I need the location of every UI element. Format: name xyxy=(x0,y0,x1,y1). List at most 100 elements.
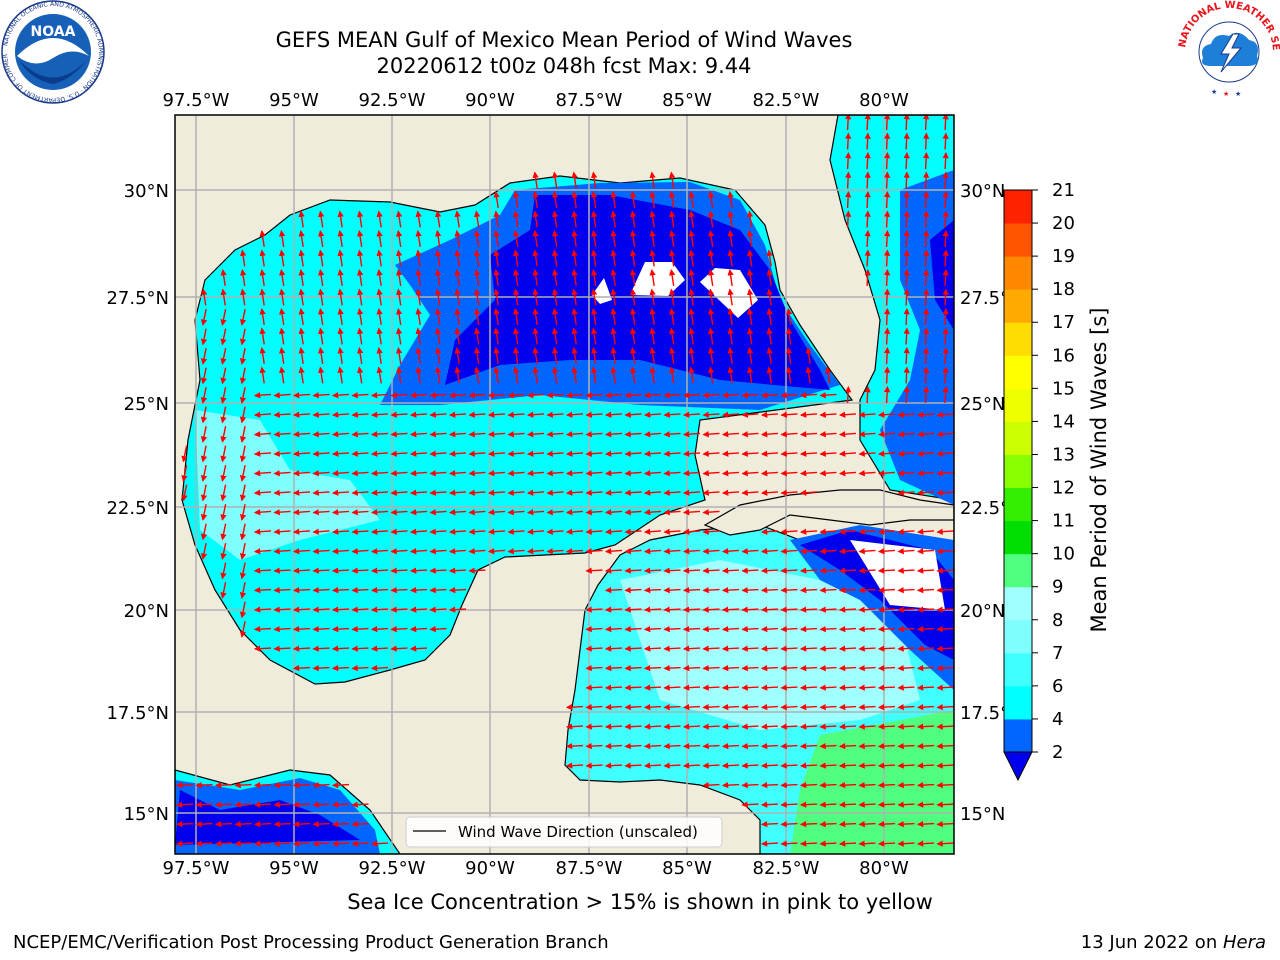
wind-wave-arrow xyxy=(370,606,389,613)
wind-wave-arrow xyxy=(292,645,311,652)
wind-wave-arrow xyxy=(897,840,915,847)
wind-wave-arrow xyxy=(780,801,798,808)
wind-wave-arrow xyxy=(585,548,603,555)
wind-wave-arrow xyxy=(649,288,656,306)
wind-wave-arrow xyxy=(649,366,656,384)
wind-wave-arrow xyxy=(298,210,305,228)
wind-wave-arrow xyxy=(273,801,291,808)
wind-wave-arrow xyxy=(298,230,305,248)
wind-wave-arrow xyxy=(883,115,891,131)
wind-wave-arrow xyxy=(590,327,598,345)
wind-wave-arrow xyxy=(292,606,311,613)
wind-wave-arrow xyxy=(624,664,642,672)
grid-lines xyxy=(175,115,954,854)
wind-wave-arrow xyxy=(760,723,779,730)
wind-wave-arrow xyxy=(551,171,559,189)
wind-wave-arrow xyxy=(799,431,818,438)
wind-wave-arrow xyxy=(838,606,857,613)
wind-wave-arrow xyxy=(331,489,350,496)
wind-wave-arrow xyxy=(532,249,539,267)
wind-wave-arrow xyxy=(897,820,915,828)
wind-wave-arrow xyxy=(643,684,662,691)
wind-wave-arrow xyxy=(682,548,701,555)
wind-wave-arrow xyxy=(649,347,656,365)
wind-wave-arrow xyxy=(663,411,681,418)
wind-wave-arrow xyxy=(883,249,891,267)
wind-wave-arrow xyxy=(663,742,681,750)
wind-wave-arrow xyxy=(721,625,740,633)
wind-wave-arrow xyxy=(760,489,779,496)
wind-wave-arrow xyxy=(565,392,584,399)
wind-wave-arrow xyxy=(312,450,330,457)
wind-wave-arrow xyxy=(838,450,857,457)
map-title: GEFS MEAN Gulf of Mexico Mean Period of … xyxy=(275,28,853,52)
wind-wave-arrow xyxy=(707,191,715,209)
wind-wave-arrow xyxy=(707,210,715,228)
wind-wave-arrow xyxy=(253,431,272,438)
wind-wave-arrow xyxy=(727,366,734,384)
wind-wave-arrow xyxy=(512,347,520,365)
wind-wave-arrow xyxy=(883,229,891,248)
wind-wave-arrow xyxy=(571,347,578,365)
wind-wave-arrow xyxy=(922,307,930,326)
wind-wave-arrow xyxy=(838,548,857,555)
wind-wave-arrow xyxy=(702,723,720,730)
wind-wave-arrow xyxy=(370,431,389,438)
wind-wave-arrow xyxy=(780,411,798,418)
wind-wave-arrows xyxy=(175,115,954,847)
wind-wave-arrow xyxy=(668,366,676,384)
wind-wave-arrow xyxy=(565,723,584,730)
lon-tick-label: 87.5°W xyxy=(556,90,623,111)
wind-wave-arrow xyxy=(799,645,818,652)
wind-wave-arrow xyxy=(253,840,272,847)
wind-wave-arrow xyxy=(415,288,422,306)
wind-wave-arrow xyxy=(766,308,773,326)
wind-wave-arrow xyxy=(351,470,369,477)
wind-wave-arrow xyxy=(741,392,759,399)
wind-wave-arrow xyxy=(415,347,422,365)
wind-wave-arrow xyxy=(390,586,408,594)
wind-wave-arrow xyxy=(741,411,759,418)
wind-wave-arrow xyxy=(454,230,461,248)
wind-wave-arrow xyxy=(838,742,857,750)
wind-wave-arrow xyxy=(903,327,910,345)
wind-wave-arrow xyxy=(624,392,642,399)
wind-wave-arrow xyxy=(312,509,330,516)
wind-wave-arrow xyxy=(643,509,662,516)
wind-wave-arrow xyxy=(565,431,584,438)
wind-wave-arrow xyxy=(897,742,915,750)
wind-wave-arrow xyxy=(351,801,369,808)
wind-wave-arrow xyxy=(253,801,272,808)
wind-wave-arrow xyxy=(663,450,681,457)
wind-wave-arrow xyxy=(883,385,891,404)
wind-wave-arrow xyxy=(922,366,930,384)
wind-wave-arrow xyxy=(858,840,876,847)
wind-wave-arrow xyxy=(668,288,676,306)
wind-wave-arrow xyxy=(390,528,408,535)
wind-wave-arrow xyxy=(546,509,564,516)
wind-wave-arrow xyxy=(864,268,871,287)
wind-wave-arrow xyxy=(571,288,578,306)
wind-wave-arrow xyxy=(454,347,461,365)
wind-wave-arrow xyxy=(643,723,662,730)
wind-wave-arrow xyxy=(780,586,798,594)
wind-wave-arrow xyxy=(512,191,520,209)
wind-wave-arrow xyxy=(239,269,247,287)
wind-wave-arrow xyxy=(649,249,656,267)
lat-tick-label: 27.5°N xyxy=(106,288,169,309)
wind-wave-arrow xyxy=(799,801,818,808)
wind-wave-arrow xyxy=(585,703,603,711)
wind-wave-arrow xyxy=(760,625,779,633)
colorbar-segment xyxy=(1004,685,1032,720)
wind-wave-arrow xyxy=(916,664,935,672)
wind-wave-arrow xyxy=(799,703,818,711)
wind-wave-arrow xyxy=(337,230,344,248)
wind-wave-arrow xyxy=(858,723,876,730)
wind-wave-arrow xyxy=(356,327,364,345)
wind-wave-arrow xyxy=(604,411,623,418)
wind-wave-arrow xyxy=(390,625,408,633)
wind-wave-arrow xyxy=(376,269,383,287)
wind-wave-arrow xyxy=(390,489,408,496)
wind-wave-arrow xyxy=(220,562,227,580)
wind-wave-arrow xyxy=(883,151,891,170)
